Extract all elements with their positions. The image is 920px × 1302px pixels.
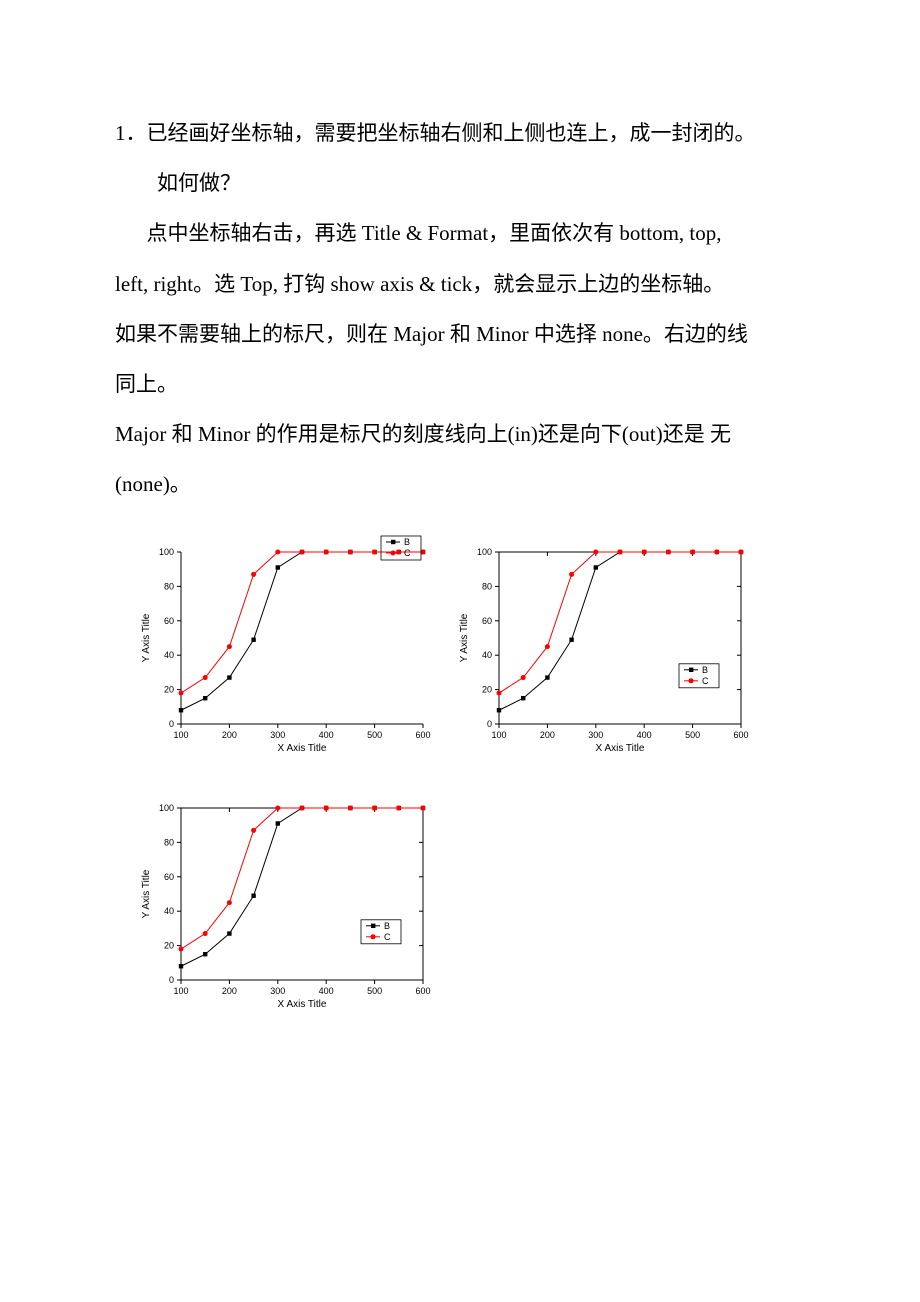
svg-text:400: 400 xyxy=(319,986,334,996)
svg-text:80: 80 xyxy=(164,837,174,847)
answer-line-1: 点中坐标轴右击，再选 Title & Format，里面依次有 bottom, … xyxy=(115,210,805,256)
svg-text:100: 100 xyxy=(159,803,174,813)
answer-line-5: Major 和 Minor 的作用是标尺的刻度线向上(in)还是向下(out)还… xyxy=(115,411,805,457)
svg-text:80: 80 xyxy=(164,581,174,591)
svg-text:60: 60 xyxy=(164,871,174,881)
svg-text:40: 40 xyxy=(482,650,492,660)
answer-line-2: left, right。选 Top, 打钩 show axis & tick，就… xyxy=(115,261,805,307)
svg-text:C: C xyxy=(702,675,709,685)
svg-text:100: 100 xyxy=(173,986,188,996)
question-line-1: 1．已经画好坐标轴，需要把坐标轴右侧和上侧也连上，成一封闭的。 xyxy=(115,110,805,156)
svg-text:B: B xyxy=(384,920,390,930)
svg-text:500: 500 xyxy=(685,730,700,740)
svg-text:0: 0 xyxy=(169,719,174,729)
svg-text:300: 300 xyxy=(270,986,285,996)
svg-text:400: 400 xyxy=(637,730,652,740)
svg-text:300: 300 xyxy=(270,730,285,740)
answer-line-4: 同上。 xyxy=(115,361,805,407)
svg-text:0: 0 xyxy=(487,719,492,729)
chart-2: 100 200 300 400 500 600 0 20 40 60 80 100 X Axis Tit… xyxy=(453,534,753,754)
svg-text:B: B xyxy=(404,537,410,547)
svg-text:400: 400 xyxy=(319,730,334,740)
svg-text:600: 600 xyxy=(415,730,430,740)
svg-text:X Axis Title: X Axis Title xyxy=(278,743,327,754)
svg-text:60: 60 xyxy=(164,615,174,625)
chart-3: 100 200 300 400 500 600 0 20 40 60 80 100 X Axis Tit… xyxy=(135,790,435,1010)
svg-text:Y Axis Title: Y Axis Title xyxy=(141,869,152,918)
answer-line-6: (none)。 xyxy=(115,461,805,507)
svg-text:40: 40 xyxy=(164,650,174,660)
svg-text:20: 20 xyxy=(164,684,174,694)
svg-text:Y Axis Title: Y Axis Title xyxy=(141,613,152,662)
svg-text:20: 20 xyxy=(164,940,174,950)
answer-line-3: 如果不需要轴上的标尺，则在 Major 和 Minor 中选择 none。右边的… xyxy=(115,311,805,357)
svg-text:100: 100 xyxy=(159,547,174,557)
svg-text:600: 600 xyxy=(415,986,430,996)
svg-text:C: C xyxy=(404,548,411,558)
svg-text:500: 500 xyxy=(367,986,382,996)
svg-text:500: 500 xyxy=(367,730,382,740)
svg-text:60: 60 xyxy=(482,615,492,625)
document-page: 1．已经画好坐标轴，需要把坐标轴右侧和上侧也连上，成一封闭的。 如何做？ 点中坐… xyxy=(0,0,920,1070)
svg-text:Y Axis Title: Y Axis Title xyxy=(459,613,470,662)
chart-1: 100 200 300 400 500 600 0 20 40 60 80 100 X Axis Tit… xyxy=(135,534,435,754)
svg-text:80: 80 xyxy=(482,581,492,591)
svg-text:100: 100 xyxy=(477,547,492,557)
chart-row-2: 100 200 300 400 500 600 0 20 40 60 80 100 X Axis Tit… xyxy=(135,790,805,1010)
svg-text:200: 200 xyxy=(222,730,237,740)
svg-text:20: 20 xyxy=(482,684,492,694)
chart-row-1: 100200300400500600020406080100X Axis Tit… xyxy=(135,534,805,754)
question-line-2: 如何做？ xyxy=(115,160,805,206)
svg-text:B: B xyxy=(702,664,708,674)
svg-text:X Axis Title: X Axis Title xyxy=(596,743,645,754)
svg-text:100: 100 xyxy=(491,730,506,740)
svg-text:40: 40 xyxy=(164,906,174,916)
svg-text:100: 100 xyxy=(173,730,188,740)
svg-text:0: 0 xyxy=(169,975,174,985)
svg-text:200: 200 xyxy=(222,986,237,996)
svg-text:C: C xyxy=(384,931,391,941)
svg-text:600: 600 xyxy=(733,730,748,740)
svg-text:X Axis Title: X Axis Title xyxy=(278,999,327,1010)
svg-text:300: 300 xyxy=(588,730,603,740)
svg-text:200: 200 xyxy=(540,730,555,740)
